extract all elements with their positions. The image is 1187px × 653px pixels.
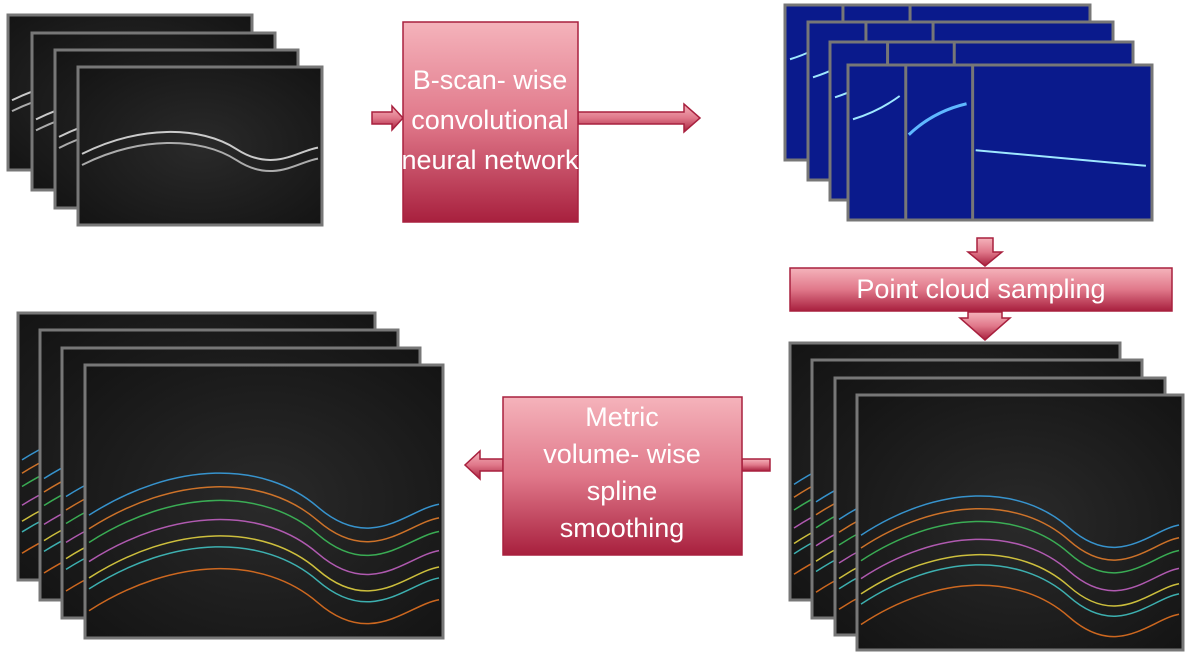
box-text: neural network (401, 145, 579, 175)
box-text: spline (587, 476, 658, 506)
box-text: smoothing (560, 513, 685, 543)
image-frame (848, 65, 1152, 220)
arrow (960, 312, 1010, 340)
box-text: convolutional (411, 105, 569, 135)
arrow (742, 459, 770, 471)
box-text: Point cloud sampling (856, 274, 1105, 304)
pipeline-diagram: B-scan- wise convolutional neural networ… (0, 0, 1187, 653)
image-frame (85, 365, 443, 638)
box-text: B-scan- wise (413, 65, 568, 95)
arrow (578, 104, 700, 132)
page: B-scan- wise convolutional neural networ… (0, 0, 1187, 653)
arrow (372, 106, 403, 130)
box-text: Metric (585, 402, 659, 432)
arrow (465, 451, 503, 479)
box-text: volume- wise (543, 439, 701, 469)
arrow (968, 238, 1002, 266)
